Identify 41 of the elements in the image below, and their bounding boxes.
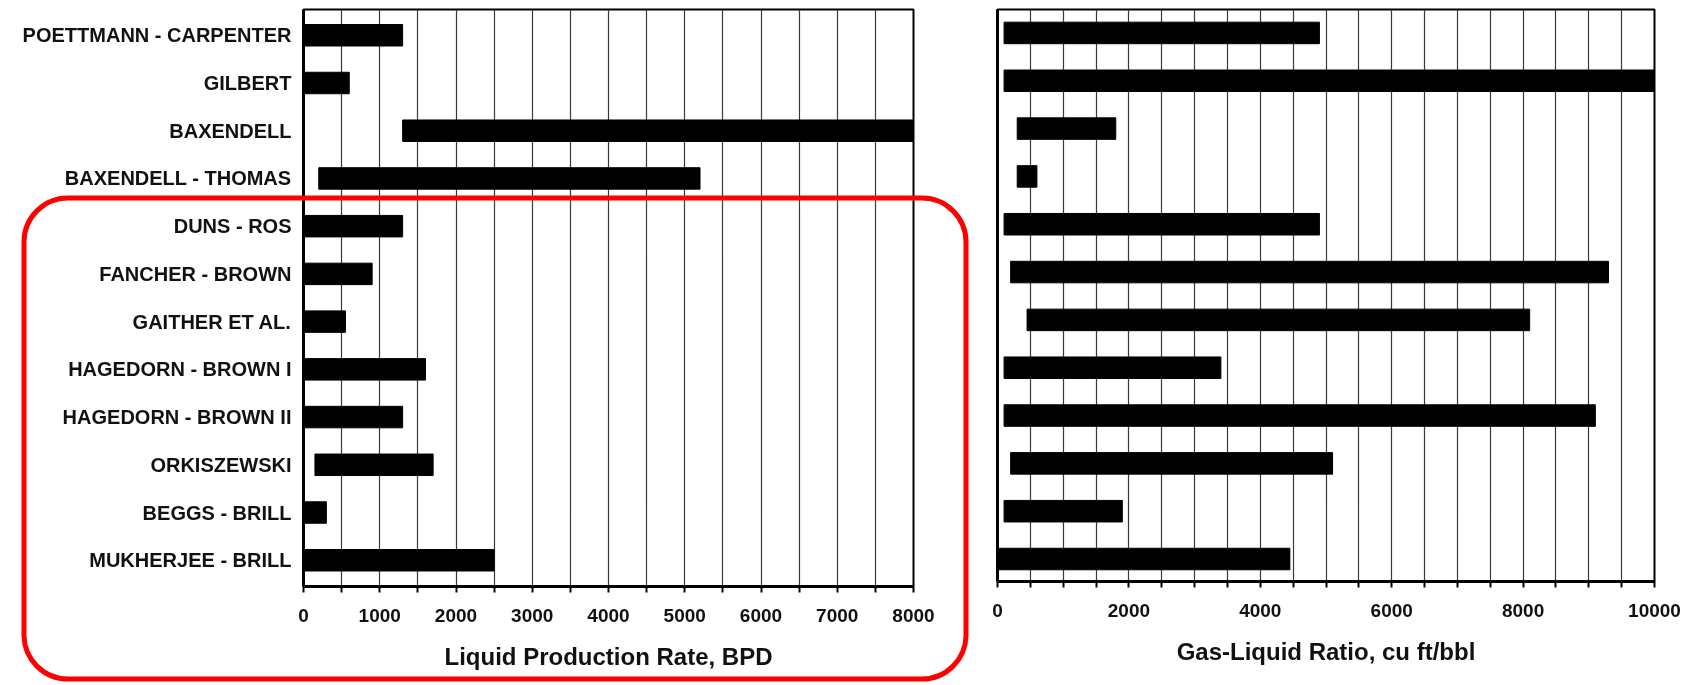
- x-tick-label: 3000: [511, 604, 554, 626]
- x-tick-label: 6000: [739, 604, 783, 626]
- x-axis-title: Gas-Liquid Ratio, cu ft/bbl: [1176, 637, 1476, 665]
- y-tick-label: FANCHER - BROWN: [99, 262, 292, 285]
- bar: [1010, 260, 1610, 284]
- bar: [1003, 499, 1123, 523]
- x-tick-label: 10000: [1628, 599, 1681, 621]
- x-tick-label: 2000: [1107, 599, 1151, 621]
- bar: [1003, 212, 1320, 236]
- bar: [1010, 452, 1334, 475]
- y-tick-label: HAGEDORN - BROWN I: [68, 358, 292, 381]
- y-tick-label: GILBERT: [203, 72, 292, 94]
- x-tick-label: 4000: [587, 604, 630, 626]
- bar: [1003, 404, 1596, 427]
- y-tick-label: DUNS - ROS: [173, 215, 292, 238]
- y-tick-label: HAGEDORN - BROWN II: [62, 406, 292, 429]
- x-tick-label: 0: [298, 604, 309, 626]
- x-tick-label: 6000: [1370, 599, 1413, 621]
- x-tick-label: 1000: [358, 604, 401, 626]
- x-tick-label: 0: [992, 599, 1003, 621]
- bar: [314, 453, 434, 477]
- y-tick-label: POETTMANN - CARPENTER: [22, 24, 293, 47]
- bar: [1016, 117, 1117, 140]
- y-tick-label: BAXENDELL - THOMAS: [64, 167, 292, 190]
- bar: [1026, 308, 1531, 332]
- x-tick-label: 2000: [434, 604, 478, 626]
- bar: [1003, 356, 1222, 379]
- bar: [1016, 165, 1038, 188]
- y-tick-label: BAXENDELL: [169, 119, 292, 142]
- x-tick-label: 8000: [1501, 599, 1545, 621]
- y-tick-label: ORKISZEWSKI: [150, 453, 292, 476]
- y-tick-label: GAITHER ET AL.: [132, 310, 291, 333]
- y-tick-label: BEGGS - BRILL: [142, 501, 292, 524]
- y-tick-label: MUKHERJEE - BRILL: [89, 549, 292, 572]
- x-axis-title: Liquid Production Rate, BPD: [444, 642, 773, 670]
- x-tick-label: 4000: [1239, 599, 1282, 621]
- x-tick-label: 7000: [816, 604, 859, 626]
- x-tick-label: 8000: [892, 604, 935, 626]
- bar: [1003, 21, 1320, 45]
- bar: [318, 167, 701, 190]
- x-tick-label: 5000: [663, 604, 706, 626]
